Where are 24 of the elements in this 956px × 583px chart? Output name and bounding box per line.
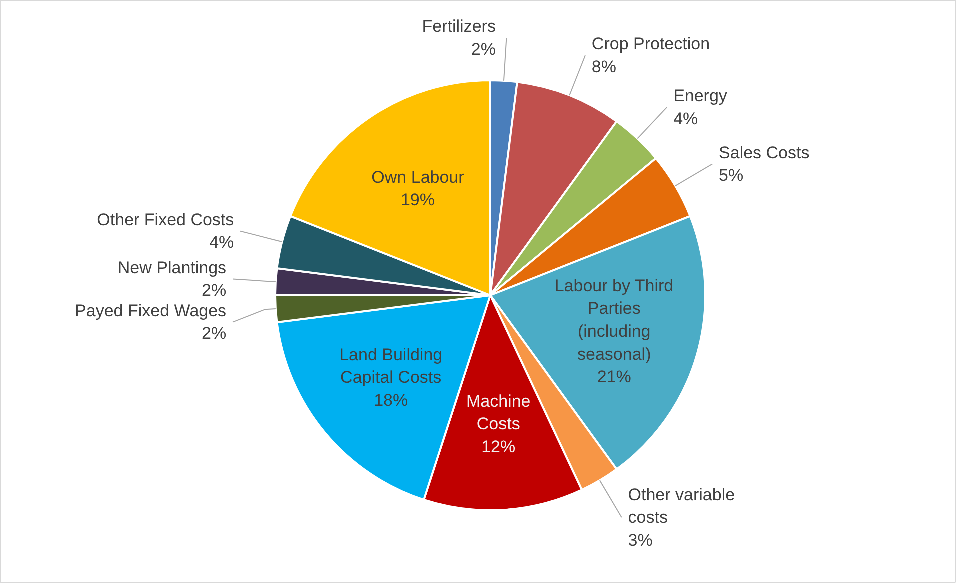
data-label: 18%: [374, 391, 408, 410]
data-label: 4%: [674, 109, 698, 128]
slice-label: Sales Costs: [719, 143, 810, 162]
data-label: 5%: [719, 166, 744, 186]
data-label: 3%: [628, 530, 653, 550]
slice-label: Payed Fixed Wages: [75, 301, 227, 320]
data-label: 2%: [202, 281, 227, 300]
slice-label: Machine Costs: [466, 392, 531, 434]
data-label: 2%: [471, 40, 496, 59]
slice-label: Other variable costs: [628, 485, 736, 528]
slice-label: Labour by Third Parties (including seasonal): [554, 276, 674, 364]
slice-label: Fertilizers: [422, 17, 496, 36]
slice-label: Other Fixed Costs: [97, 210, 234, 230]
slice-label: New Plantings: [118, 258, 227, 278]
slice-label: Own Labour: [372, 168, 465, 187]
data-label: 4%: [210, 233, 234, 252]
slice-label: Energy: [674, 86, 728, 106]
data-label: 12%: [482, 438, 516, 457]
data-label: 19%: [400, 190, 436, 210]
data-label: 8%: [592, 58, 617, 77]
data-label: 21%: [597, 368, 632, 387]
slice-label: Crop Protection: [592, 34, 710, 54]
data-label: 2%: [202, 324, 227, 344]
slice-label: Land Building Capital Costs: [340, 345, 443, 388]
